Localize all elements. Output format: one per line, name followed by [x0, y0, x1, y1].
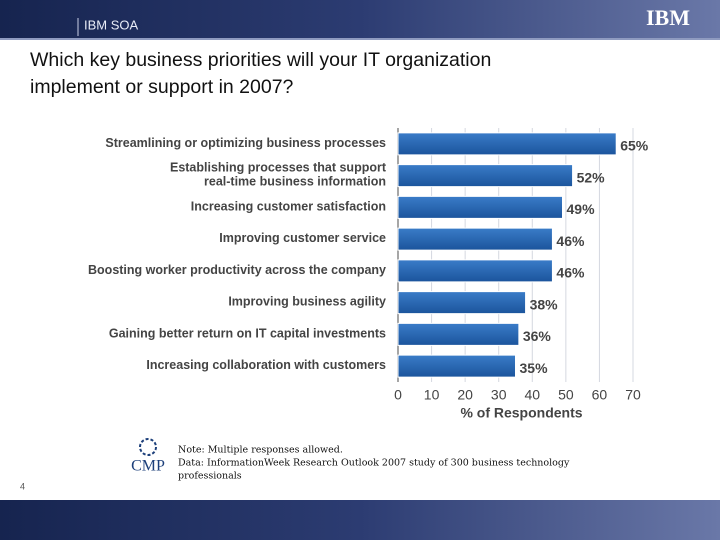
- bar: [397, 291, 527, 315]
- header-edge: [0, 38, 720, 40]
- category-label: Boosting worker productivity across the …: [88, 263, 386, 277]
- bar: [397, 322, 520, 346]
- footer-bar: [0, 500, 720, 540]
- value-label: 46%: [556, 233, 585, 249]
- source-note: Data: InformationWeek Research Outlook 2…: [178, 458, 570, 469]
- x-tick-label: 70: [625, 387, 641, 403]
- category-label: Increasing collaboration with customers: [146, 358, 386, 372]
- source-note: Note: Multiple responses allowed.: [178, 445, 343, 456]
- bar: [397, 259, 553, 283]
- x-tick-label: 60: [592, 387, 608, 403]
- value-label: 49%: [567, 201, 596, 217]
- bar: [397, 132, 617, 156]
- value-label: 46%: [556, 265, 585, 281]
- x-tick-label: 50: [558, 387, 574, 403]
- x-tick-label: 20: [457, 387, 473, 403]
- slide-title: Which key business priorities will your …: [30, 49, 491, 98]
- x-tick-label: 40: [524, 387, 540, 403]
- bar: [397, 227, 553, 251]
- bar: [397, 195, 563, 219]
- category-label: Streamlining or optimizing business proc…: [105, 136, 386, 150]
- page-number: 4: [20, 481, 25, 491]
- bar: [397, 164, 574, 188]
- x-tick-label: 10: [424, 387, 440, 403]
- value-label: 38%: [530, 296, 559, 312]
- x-axis-label: % of Respondents: [460, 405, 582, 421]
- ibm-logo: IBM: [646, 5, 690, 30]
- header-bar: [0, 0, 720, 38]
- bar: [397, 354, 516, 378]
- value-label: 52%: [577, 169, 606, 185]
- source-note: professionals: [178, 471, 242, 482]
- value-label: 35%: [520, 360, 549, 376]
- value-label: 65%: [620, 138, 649, 154]
- value-label: 36%: [523, 328, 552, 344]
- category-label: Gaining better return on IT capital inve…: [109, 327, 386, 341]
- source-logo: CMP: [131, 458, 165, 475]
- x-tick-label: 0: [394, 387, 402, 403]
- category-label: Improving business agility: [228, 295, 386, 309]
- source-logo-mark: [139, 438, 157, 456]
- category-label: Improving customer service: [219, 231, 386, 245]
- category-label: Establishing processes that support real-…: [170, 161, 387, 189]
- x-tick-label: 30: [491, 387, 507, 403]
- header-section: IBM SOA: [84, 17, 139, 32]
- category-label: Increasing customer satisfaction: [191, 200, 386, 214]
